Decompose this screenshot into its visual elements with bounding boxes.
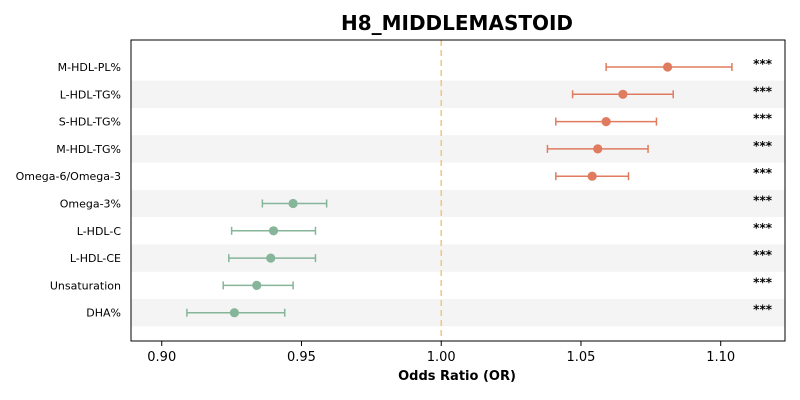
significance-label: ***: [753, 303, 773, 317]
significance-label: ***: [753, 275, 773, 289]
row-band: [131, 80, 785, 108]
x-tick-label: 1.00: [427, 350, 456, 365]
or-point: [618, 89, 628, 99]
x-tick-label: 1.10: [706, 350, 735, 365]
row-bands: [131, 80, 785, 327]
y-tick-labels: M-HDL-PL% L-HDL-TG% S-HDL-TG% M-HDL-TG% Omeg…: [16, 61, 122, 320]
row-band: [131, 189, 785, 218]
significance-label: ***: [753, 139, 773, 153]
x-tick-label: 1.05: [566, 350, 595, 365]
or-point: [593, 144, 603, 154]
or-point: [601, 117, 611, 127]
y-tick-label: Omega-3%: [60, 198, 121, 211]
row-band: [131, 135, 785, 163]
y-tick-label: L-HDL-C: [77, 225, 122, 238]
or-point: [252, 280, 262, 290]
or-point: [266, 253, 276, 263]
y-tick-label: L-HDL-CE: [70, 252, 121, 265]
y-tick-label: Unsaturation: [50, 279, 121, 292]
y-tick-label: M-HDL-PL%: [58, 61, 121, 74]
or-point: [663, 62, 673, 72]
data-marks: [186, 62, 733, 318]
x-axis-ticks: 0.90 0.95 1.00 1.05 1.10: [147, 341, 735, 365]
x-axis-label: Odds Ratio (OR): [398, 369, 516, 384]
y-tick-label: Omega-6/Omega-3: [16, 170, 121, 183]
significance-label: ***: [753, 84, 773, 98]
or-point: [268, 226, 279, 236]
y-tick-label: S-HDL-TG%: [59, 116, 121, 129]
or-point: [288, 198, 298, 209]
y-tick-label: DHA%: [86, 307, 121, 320]
x-tick-label: 0.95: [287, 350, 316, 365]
significance-label: ***: [753, 57, 773, 71]
significance-label: ***: [753, 194, 773, 208]
y-tick-label: L-HDL-TG%: [60, 88, 121, 101]
significance-label: ***: [753, 166, 773, 180]
significance-label: ***: [753, 248, 773, 262]
chart-title: H8_MIDDLEMASTOID: [341, 11, 573, 35]
significance-labels: *** *** *** *** *** *** *** *** *** ***: [753, 57, 773, 317]
x-tick-label: 0.90: [147, 350, 176, 365]
significance-label: ***: [753, 221, 773, 235]
or-point: [587, 171, 597, 181]
or-point: [229, 308, 240, 318]
y-tick-label: M-HDL-TG%: [56, 143, 121, 156]
plot-frame: [130, 39, 786, 342]
significance-label: ***: [753, 112, 773, 126]
